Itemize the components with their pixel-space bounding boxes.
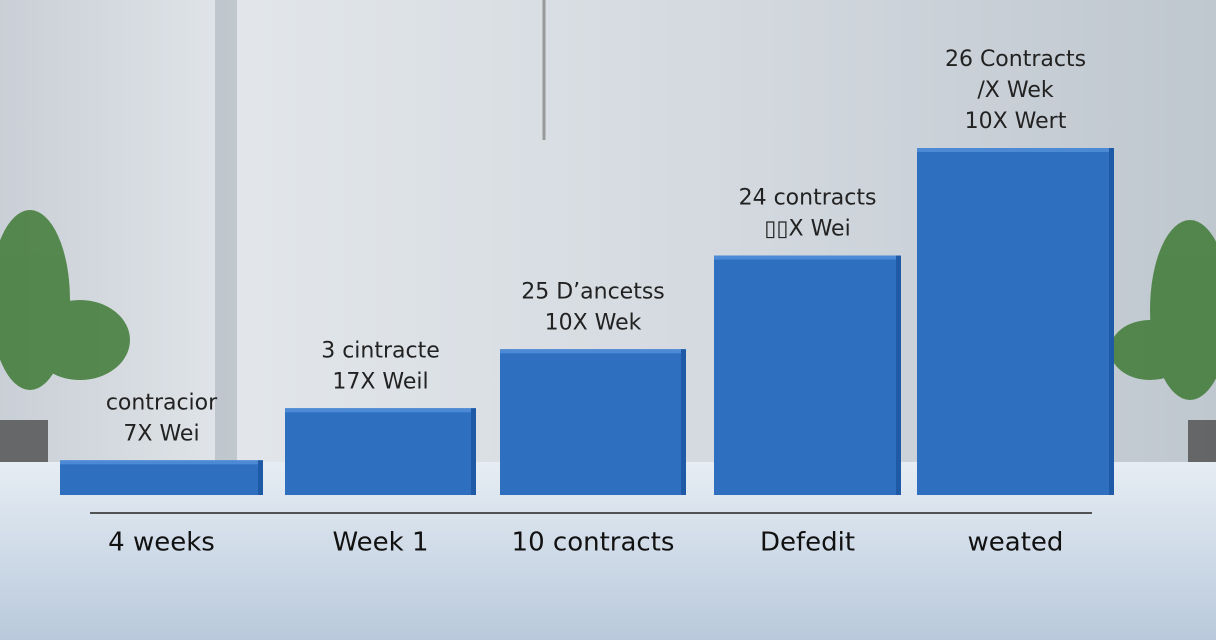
bar-top: [500, 349, 686, 354]
bar-label: contracior: [106, 390, 218, 415]
bar-label: 7X Wei: [123, 421, 199, 446]
bar-side: [681, 349, 686, 495]
bar-label: /X Wek: [977, 78, 1053, 103]
x-tick-label: Week 1: [332, 528, 428, 558]
bar-label: 3 cintracte: [321, 338, 440, 363]
x-tick-label: weated: [968, 528, 1064, 558]
bar-top: [917, 148, 1114, 152]
plant-left: [0, 210, 130, 462]
bar-side: [258, 460, 263, 495]
wall-edge: [215, 0, 237, 470]
bar-side: [896, 255, 901, 495]
bar-top: [285, 408, 476, 413]
x-tick-label: 10 contracts: [512, 528, 675, 558]
bar: [60, 460, 263, 495]
bar-label: 26 Contracts: [945, 47, 1086, 72]
bar-label: 17X Weil: [332, 369, 428, 394]
bar-side: [1109, 148, 1114, 495]
x-tick-label: 4 weeks: [108, 528, 215, 558]
bar: [285, 408, 476, 495]
bar-label: 10X Wert: [965, 109, 1067, 134]
bar-label: 10X Wek: [545, 310, 642, 335]
bar-side: [471, 408, 476, 495]
plant-right: [1110, 220, 1216, 462]
bar-label: ▯▯X Wei: [764, 217, 850, 242]
bar-top: [714, 255, 901, 260]
bar-label: 25 D’ancetss: [521, 279, 665, 304]
bar: [714, 255, 901, 495]
bar-label: 24 contracts: [739, 186, 877, 211]
bar-top: [60, 460, 263, 465]
bar: [917, 148, 1114, 495]
bar: [500, 349, 686, 495]
x-tick-label: Defedit: [760, 528, 855, 558]
